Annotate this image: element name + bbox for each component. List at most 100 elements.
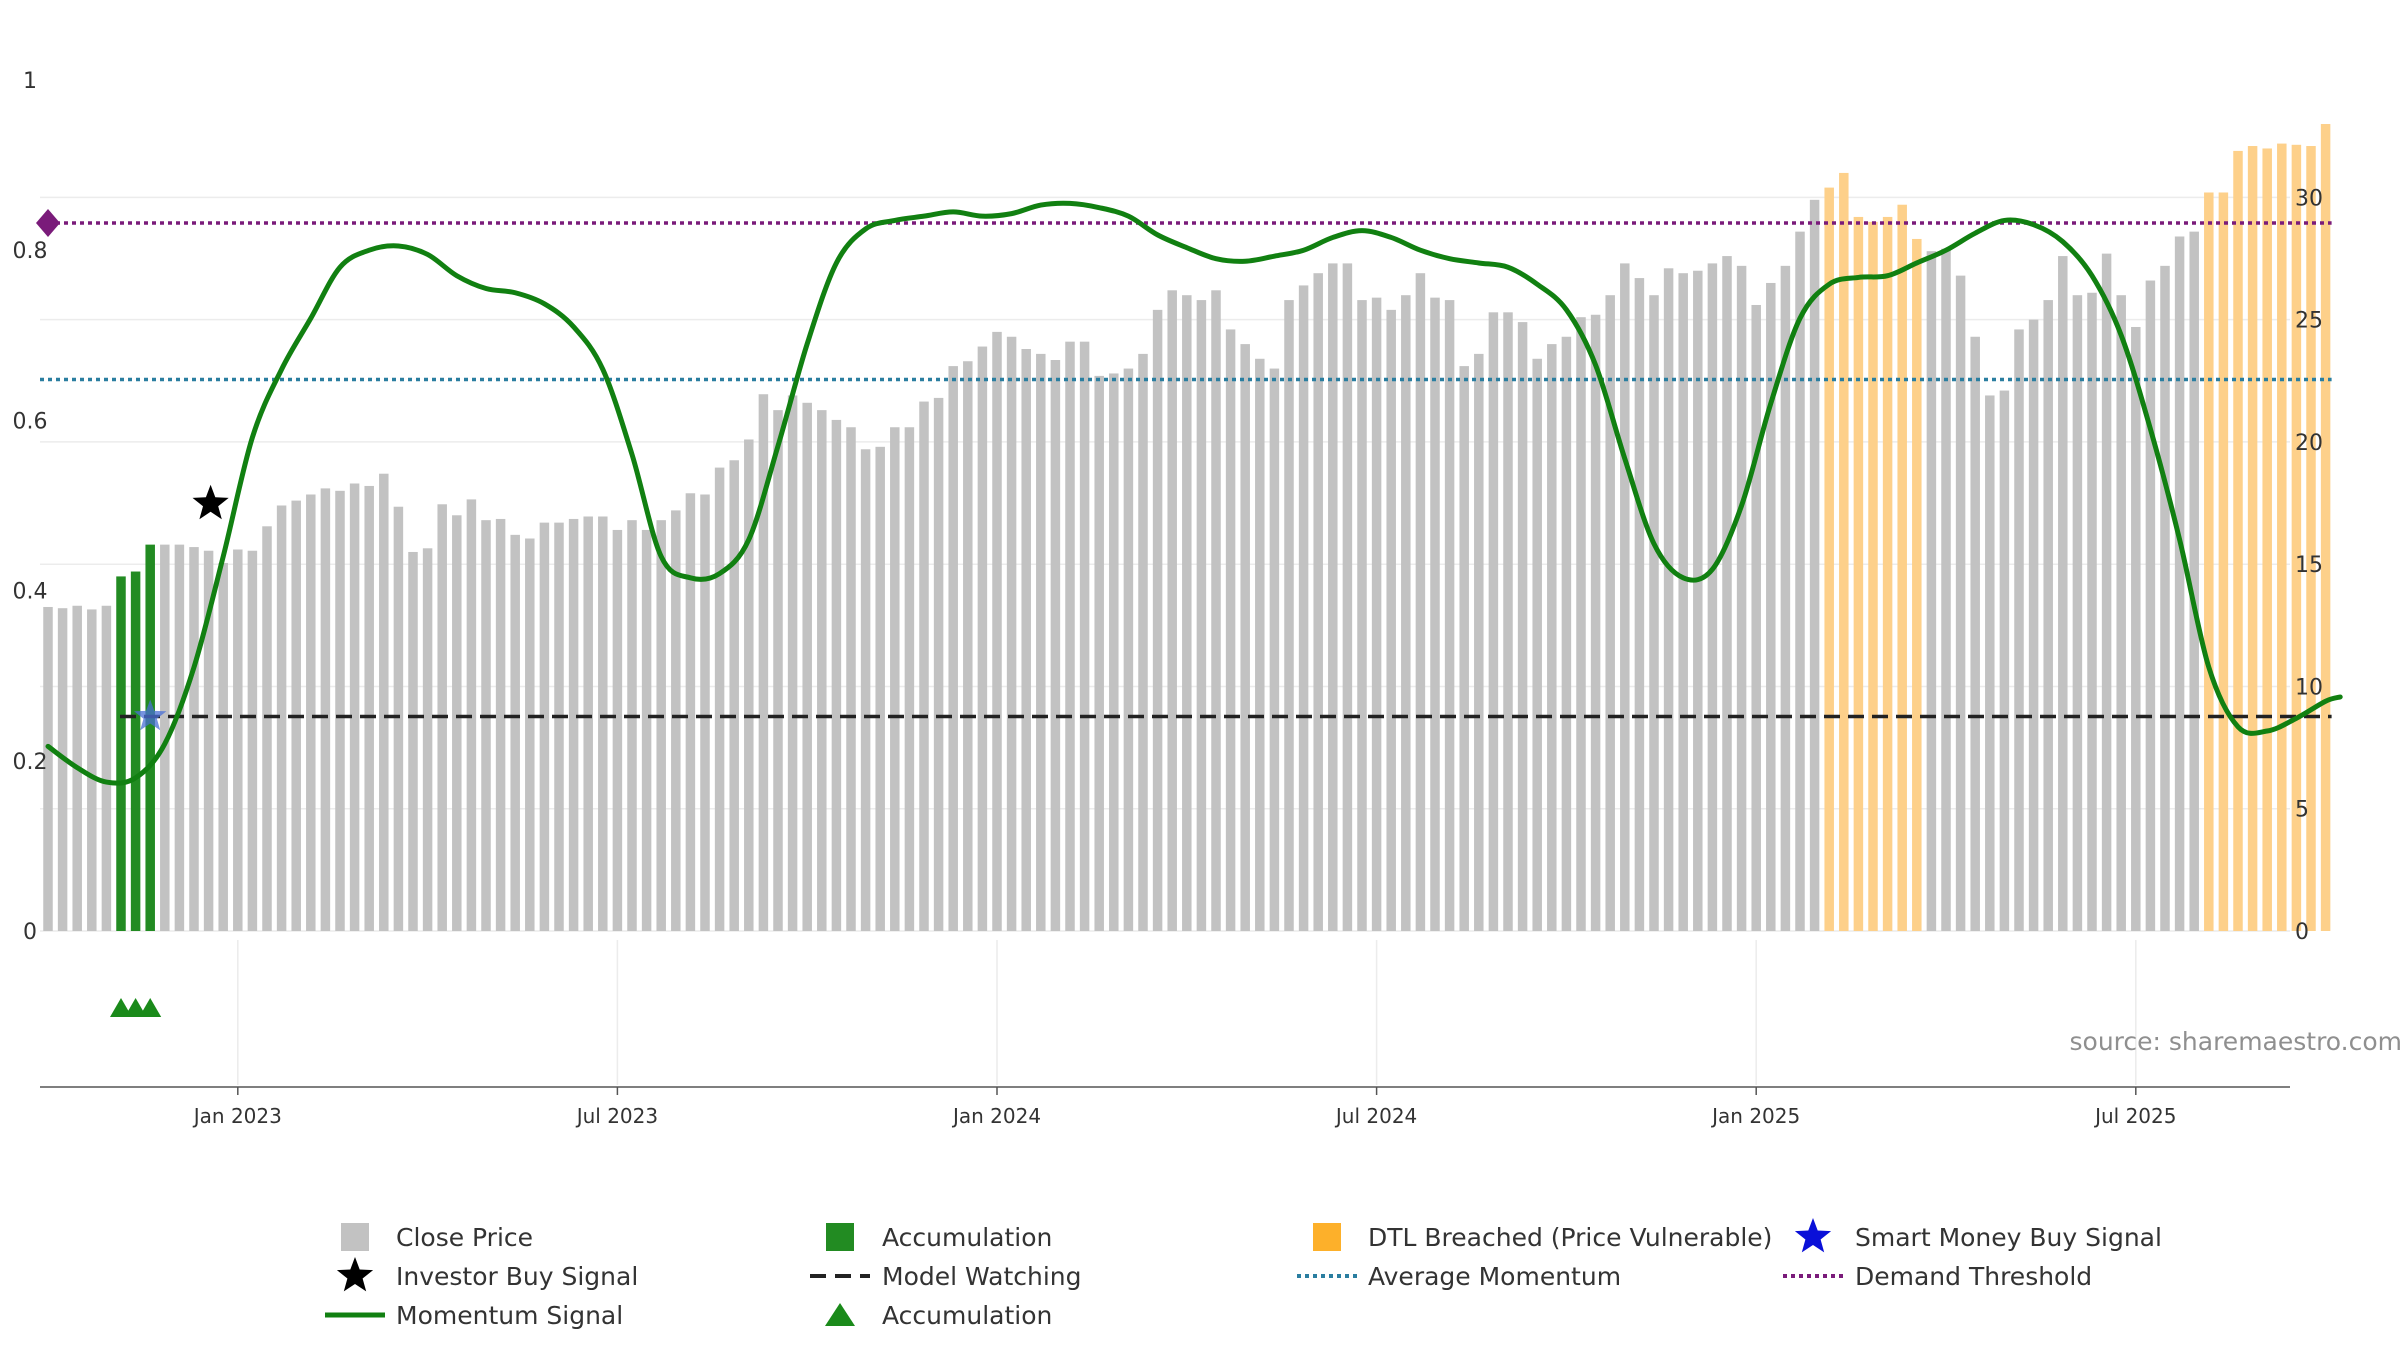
dtl-breached-bar — [1897, 204, 1907, 931]
dtl-breached-bar — [2320, 124, 2331, 932]
dtl-breached-bar — [2204, 192, 2214, 931]
close-price-bar — [1021, 348, 1031, 931]
legend-label: Investor Buy Signal — [396, 1262, 638, 1291]
right-axis-tick-label: 20 — [2295, 431, 2323, 456]
close-price-bar — [1240, 344, 1250, 931]
x-axis-tick-label: Jan 2025 — [1710, 1104, 1800, 1128]
momentum-signal — [45, 200, 2343, 786]
legend-label: DTL Breached (Price Vulnerable) — [1368, 1223, 1772, 1252]
accumulation-marker — [139, 998, 162, 1017]
close-price-bar — [700, 494, 710, 931]
close-price-bar — [1138, 353, 1148, 931]
close-price-bar — [247, 550, 258, 931]
close-price-bar — [1036, 353, 1046, 931]
close-price-bar — [1079, 341, 1090, 931]
close-price-bar — [1123, 368, 1134, 931]
close-price-bar — [890, 427, 900, 931]
close-price-bar — [1225, 329, 1236, 931]
dtl-breached-bar — [2262, 148, 2272, 932]
accumulation-bar — [145, 544, 155, 931]
close-price-bar — [1780, 265, 1791, 931]
demand-threshold-marker — [36, 208, 60, 237]
close-price-bar — [1970, 336, 1980, 932]
dtl-breached-bar — [1912, 238, 1922, 931]
gray-square-icon — [341, 1223, 369, 1251]
close-price-bar — [276, 505, 287, 931]
close-price-bar — [860, 449, 871, 931]
close-price-bar — [1795, 231, 1805, 932]
dtl-breached-bar — [2277, 143, 2287, 932]
blue-star-icon — [1794, 1218, 1832, 1253]
close-price-bar — [2043, 300, 2053, 932]
close-price-bar — [1269, 368, 1280, 931]
accumulation-marker — [110, 998, 132, 1017]
close-price-bar — [1547, 344, 1557, 931]
close-price-bar — [2145, 280, 2156, 932]
close-price-bar — [1415, 273, 1426, 931]
green-triangle-icon — [825, 1303, 855, 1326]
close-price-bar — [1109, 373, 1119, 932]
legend-label: Accumulation — [882, 1301, 1052, 1330]
close-price-bar — [2160, 265, 2170, 931]
investor-buy-signal-star — [192, 484, 229, 520]
legend: Close Price Accumulation DTL Breached (Pri… — [325, 1218, 2162, 1330]
legend-item: DTL Breached (Price Vulnerable) — [1313, 1223, 1772, 1252]
close-price-bar — [598, 516, 608, 931]
close-price-bar — [1401, 295, 1411, 931]
close-price-bar — [1955, 275, 1966, 931]
close-price-bar — [452, 515, 462, 931]
legend-label: Smart Money Buy Signal — [1855, 1223, 2162, 1252]
momentum-line — [45, 200, 2343, 786]
close-price-bar — [1941, 248, 1951, 931]
close-price-bar — [1809, 199, 1820, 931]
x-axis-tick-label: Jul 2024 — [1334, 1104, 1417, 1128]
close-price-bar — [2131, 326, 2141, 932]
close-price-bar — [1255, 358, 1265, 931]
close-price-bar — [422, 548, 433, 931]
left-axis-tick-label: 0.4 — [13, 580, 48, 605]
close-price-bar — [2087, 292, 2097, 931]
close-price-bar — [1926, 251, 1937, 931]
close-price-bar — [1094, 375, 1104, 931]
legend-label: Close Price — [396, 1223, 533, 1252]
close-price-bar — [2189, 231, 2199, 932]
close-price-bar — [1211, 290, 1221, 932]
close-price-bar — [1707, 263, 1718, 932]
close-price-bar — [174, 544, 185, 931]
close-price-bar — [364, 485, 374, 931]
x-axis-tick-label: Jan 2023 — [192, 1104, 282, 1128]
close-price-bar — [729, 460, 739, 931]
close-price-bar — [1532, 358, 1542, 931]
close-price-bar — [992, 331, 1002, 931]
right-axis-tick-label: 10 — [2295, 675, 2323, 700]
close-price-bar — [583, 516, 593, 931]
x-axis-tick-label: Jul 2023 — [575, 1104, 658, 1128]
close-price-bar — [349, 483, 360, 931]
close-price-bar — [1576, 317, 1586, 932]
close-price-bar — [568, 518, 579, 931]
close-price-bar — [1999, 390, 2010, 931]
legend-label: Accumulation — [882, 1223, 1052, 1252]
close-price-bar — [1474, 353, 1484, 931]
close-price-bar — [379, 473, 389, 931]
close-price-bar — [948, 366, 958, 931]
close-price-bar — [510, 534, 520, 931]
close-price-bar — [641, 529, 652, 931]
close-price-bar — [495, 518, 506, 931]
legend-label: Average Momentum — [1368, 1262, 1621, 1291]
close-price-bar — [1751, 304, 1761, 931]
accumulation-bar — [130, 571, 141, 931]
legend-label: Demand Threshold — [1855, 1262, 2092, 1291]
dtl-breached-bar — [2233, 150, 2243, 931]
close-price-bar — [203, 550, 214, 931]
dtl-breached-bar — [2218, 192, 2229, 931]
close-price-bar — [160, 544, 170, 931]
close-price-bar — [1050, 359, 1061, 932]
left-axis-tick-label: 0.6 — [13, 409, 48, 434]
close-price-bar — [1386, 309, 1396, 932]
legend-item: Momentum Signal — [325, 1301, 623, 1330]
close-price-bar — [189, 547, 199, 931]
close-price-bar — [1152, 309, 1163, 932]
close-price-bar — [2014, 329, 2024, 931]
close-price-bar — [758, 394, 769, 931]
